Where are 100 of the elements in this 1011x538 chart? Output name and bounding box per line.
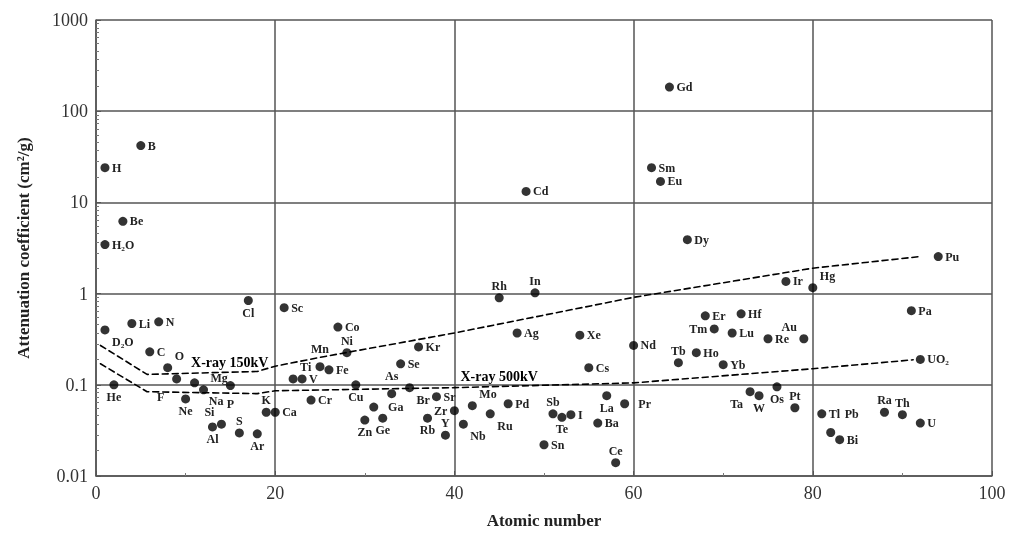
- annotation: Si: [204, 405, 216, 420]
- annotation: Gd: [676, 80, 693, 95]
- annotation: Ti: [300, 359, 312, 374]
- x-tick-label: 80: [803, 483, 822, 503]
- annotation: Nd: [640, 338, 657, 353]
- annotation: Ba: [604, 416, 619, 431]
- annotation: Nb: [470, 429, 487, 444]
- annotation: In: [529, 273, 542, 288]
- annotation: Y: [441, 416, 451, 431]
- annotation: Pb: [844, 407, 860, 422]
- annotation: Cd: [533, 184, 549, 199]
- y-tick-label: 10: [70, 192, 88, 213]
- annotation: V: [309, 371, 319, 386]
- annotation: Ga: [388, 400, 404, 415]
- annotation: S: [236, 413, 244, 428]
- annotation: U: [927, 416, 937, 431]
- annotation: Sc: [291, 300, 304, 315]
- annotation: Be: [129, 214, 144, 229]
- annotation: As: [385, 368, 399, 383]
- annotation: He: [106, 389, 122, 404]
- annotation: Kr: [425, 339, 441, 354]
- annotation: Os: [769, 391, 785, 406]
- x-tick-label: 100: [978, 483, 1006, 503]
- annotation: Ag: [524, 325, 539, 340]
- annotation: Zr: [434, 403, 449, 418]
- annotation: Hg: [819, 268, 836, 283]
- annotation: Ar: [250, 438, 265, 453]
- x-tick-label: 20: [266, 483, 285, 503]
- annotation: Er: [712, 308, 727, 323]
- annotation: Ne: [178, 403, 194, 418]
- annotation: Tb: [671, 343, 687, 358]
- annotation: Pa: [918, 303, 932, 318]
- annotation: Br: [416, 392, 431, 407]
- annotation: Hf: [748, 306, 763, 321]
- annotation: Mg: [210, 370, 228, 385]
- y-tick-label: 100: [61, 101, 88, 122]
- annotation: Rh: [491, 278, 508, 293]
- annotation: Cs: [595, 360, 610, 375]
- annotation: N: [165, 314, 175, 329]
- y-tick-label: 1: [79, 283, 88, 304]
- annotation: Yb: [730, 357, 746, 372]
- annotation: K: [261, 393, 272, 408]
- x-tick-label: 40: [445, 483, 464, 503]
- annotation: Co: [344, 320, 360, 335]
- y-tick-label: 0.01: [56, 466, 88, 486]
- annotation: D₂O: [111, 334, 134, 349]
- annotation: Tm: [689, 321, 708, 336]
- annotation: Ta: [730, 396, 744, 411]
- annotation: Cu: [348, 389, 364, 404]
- annotation: B: [147, 138, 156, 153]
- y-tick-label: 1000: [52, 10, 88, 30]
- annotation: Ra: [877, 393, 892, 408]
- annotation: Cr: [318, 393, 333, 408]
- annotation: Pt: [789, 388, 801, 403]
- annotation: P: [226, 396, 235, 411]
- annotation: Li: [138, 316, 151, 331]
- annotation: Xe: [586, 328, 602, 343]
- annotation: Lu: [739, 325, 755, 340]
- annotation: O: [174, 348, 185, 363]
- annotation: Ir: [792, 274, 804, 289]
- annotation: Ge: [375, 423, 391, 438]
- y-tick-label: 0.1: [65, 374, 88, 395]
- x-tick-label: 0: [91, 483, 101, 503]
- annotation: Cl: [242, 305, 255, 320]
- y-axis-title: Attenuation coefficient (cm²/g): [14, 137, 33, 359]
- annotation: H₂O: [111, 237, 135, 252]
- annotation: Bi: [846, 432, 859, 447]
- annotation: Ho: [703, 345, 719, 360]
- annotation: Sm: [658, 160, 676, 175]
- annotation: Fe: [335, 362, 350, 377]
- annotation: La: [599, 400, 614, 415]
- annotation: Eu: [667, 174, 683, 189]
- annotation: Pr: [638, 396, 652, 411]
- annotation: Rb: [419, 423, 436, 438]
- annotation: Th: [895, 395, 911, 410]
- annotation: I: [577, 407, 583, 422]
- annotation: Al: [206, 431, 220, 446]
- annotation: Na: [208, 393, 224, 408]
- annotation: F: [156, 389, 165, 404]
- annotation: Dy: [694, 232, 710, 247]
- annotation: Sn: [550, 437, 565, 452]
- annotation: Zn: [357, 425, 373, 440]
- annotation: Ru: [497, 418, 513, 433]
- annotation: Pu: [945, 249, 960, 264]
- annotation: C: [156, 344, 166, 359]
- annotation: Mo: [479, 386, 497, 401]
- annotation: Sb: [546, 394, 560, 409]
- annotation: Ce: [608, 443, 624, 458]
- annotation: Ca: [282, 405, 297, 420]
- series-label: X-ray 150kV: [191, 354, 269, 370]
- x-axis-title: Atomic number: [486, 511, 602, 530]
- series-label: X-ray 500kV: [460, 368, 538, 384]
- annotation: Te: [555, 422, 569, 437]
- annotation: Pd: [515, 396, 530, 411]
- annotation: W: [753, 400, 766, 415]
- annotation: UO₂: [927, 352, 950, 367]
- annotation: Ni: [340, 333, 354, 348]
- annotation: Mn: [311, 341, 330, 356]
- annotation: Re: [775, 331, 790, 346]
- annotation: Au: [781, 319, 798, 334]
